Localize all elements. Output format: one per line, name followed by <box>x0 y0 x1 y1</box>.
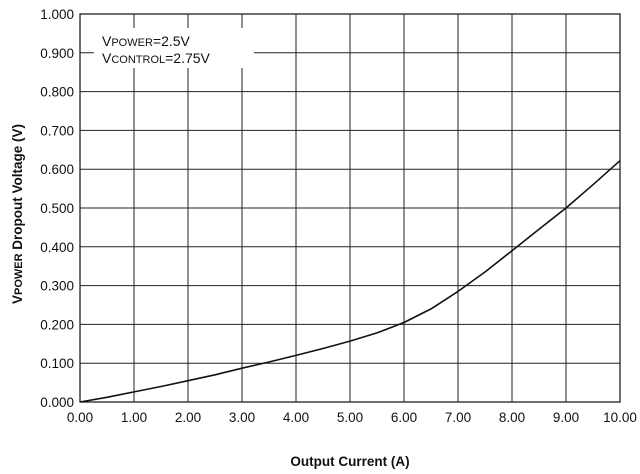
y-tick-label: 0.400 <box>40 240 74 255</box>
y-axis-label: VPOWER Dropout Voltage (V) <box>10 124 25 304</box>
annotation-2-suffix: =2.75V <box>165 50 210 66</box>
y-tick-label: 0.300 <box>40 279 74 294</box>
annotation-2-prefix: V <box>102 50 112 66</box>
x-tick-labels: 0.00 1.00 2.00 3.00 4.00 5.00 6.00 7.00 8.00 9.00… <box>67 410 637 425</box>
annotation-2-subscript: CONTROL <box>111 54 165 66</box>
series-line <box>79 160 621 403</box>
annotation-1-subscript: POWER <box>111 37 153 49</box>
x-tick-label: 4.00 <box>283 410 309 425</box>
plot-frame <box>79 13 621 403</box>
y-axis-label-subscript: POWER <box>13 253 25 295</box>
y-tick-label: 0.100 <box>40 356 74 371</box>
series-layer <box>79 160 621 403</box>
y-axis-label-prefix: V <box>10 295 25 304</box>
annotation-1-prefix: V <box>102 33 112 49</box>
x-tick-label: 3.00 <box>229 410 255 425</box>
y-tick-label: 0.500 <box>40 201 74 216</box>
x-tick-label: 10.00 <box>603 410 637 425</box>
annotation-background <box>94 28 254 68</box>
x-axis-label: Output Current (A) <box>290 454 409 469</box>
x-tick-label: 2.00 <box>175 410 201 425</box>
y-tick-labels: 0.000 0.100 0.200 0.300 0.400 0.500 0.600 0.700… <box>40 7 74 410</box>
y-tick-label: 0.200 <box>40 317 74 332</box>
annotation-line-1: VPOWER=2.5V <box>102 33 191 49</box>
x-tick-label: 0.00 <box>67 410 93 425</box>
y-tick-label: 0.800 <box>40 85 74 100</box>
y-tick-label: 1.000 <box>40 7 74 22</box>
x-tick-label: 9.00 <box>553 410 579 425</box>
y-tick-label: 0.700 <box>40 123 74 138</box>
x-tick-label: 5.00 <box>337 410 363 425</box>
x-tick-label: 1.00 <box>121 410 147 425</box>
x-tick-label: 8.00 <box>499 410 525 425</box>
x-tick-label: 6.00 <box>391 410 417 425</box>
y-tick-label: 0.600 <box>40 162 74 177</box>
y-axis-label-rest: Dropout Voltage (V) <box>10 124 25 254</box>
annotation-line-2: VCONTROL=2.75V <box>102 50 211 66</box>
y-tick-label: 0.000 <box>40 395 74 410</box>
y-tick-label: 0.900 <box>40 46 74 61</box>
x-tick-label: 7.00 <box>445 410 471 425</box>
grid-lines <box>79 13 621 403</box>
annotation-1-suffix: =2.5V <box>153 33 191 49</box>
